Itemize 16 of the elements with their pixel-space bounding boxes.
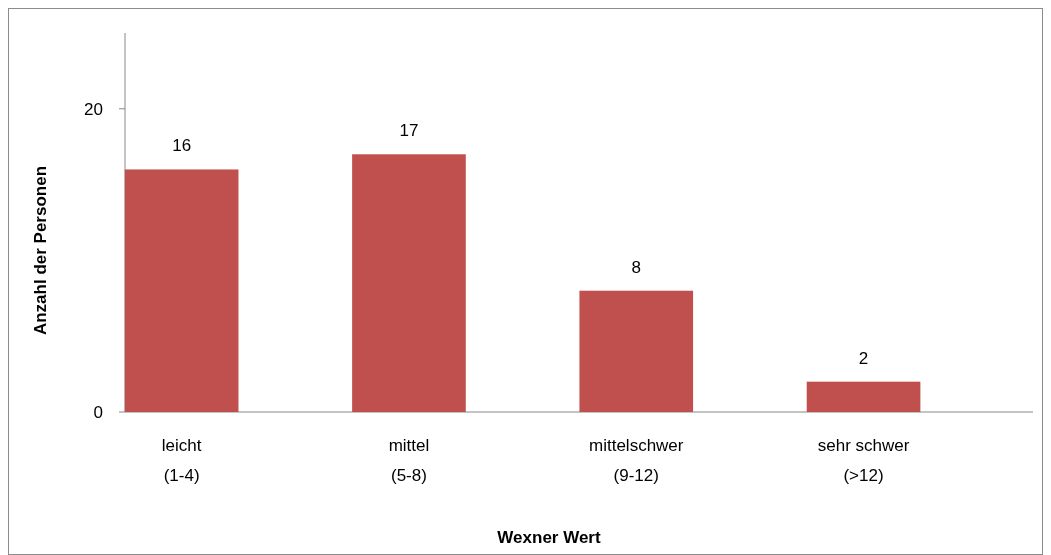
y-tick-label: 0 [93, 402, 103, 422]
x-tick-label: mittelschwer (9-12) [589, 436, 684, 485]
bar [579, 290, 694, 412]
y-tick-label: 20 [84, 99, 103, 119]
data-label: 2 [858, 348, 869, 368]
x-tick-label: leicht (1-4) [161, 436, 202, 485]
y-axis-title: Anzahl der Personen [31, 165, 50, 336]
bar [352, 154, 466, 412]
data-label: 16 [172, 136, 192, 156]
x-tick-label: sehr schwer (>12) [817, 436, 910, 485]
x-tick-label: mittel (5-8) [388, 436, 430, 485]
bar [806, 381, 921, 412]
data-label: 8 [631, 257, 641, 277]
x-axis-title: Wexner Wert [497, 528, 601, 547]
bar [124, 169, 239, 412]
data-label: 17 [399, 121, 419, 141]
